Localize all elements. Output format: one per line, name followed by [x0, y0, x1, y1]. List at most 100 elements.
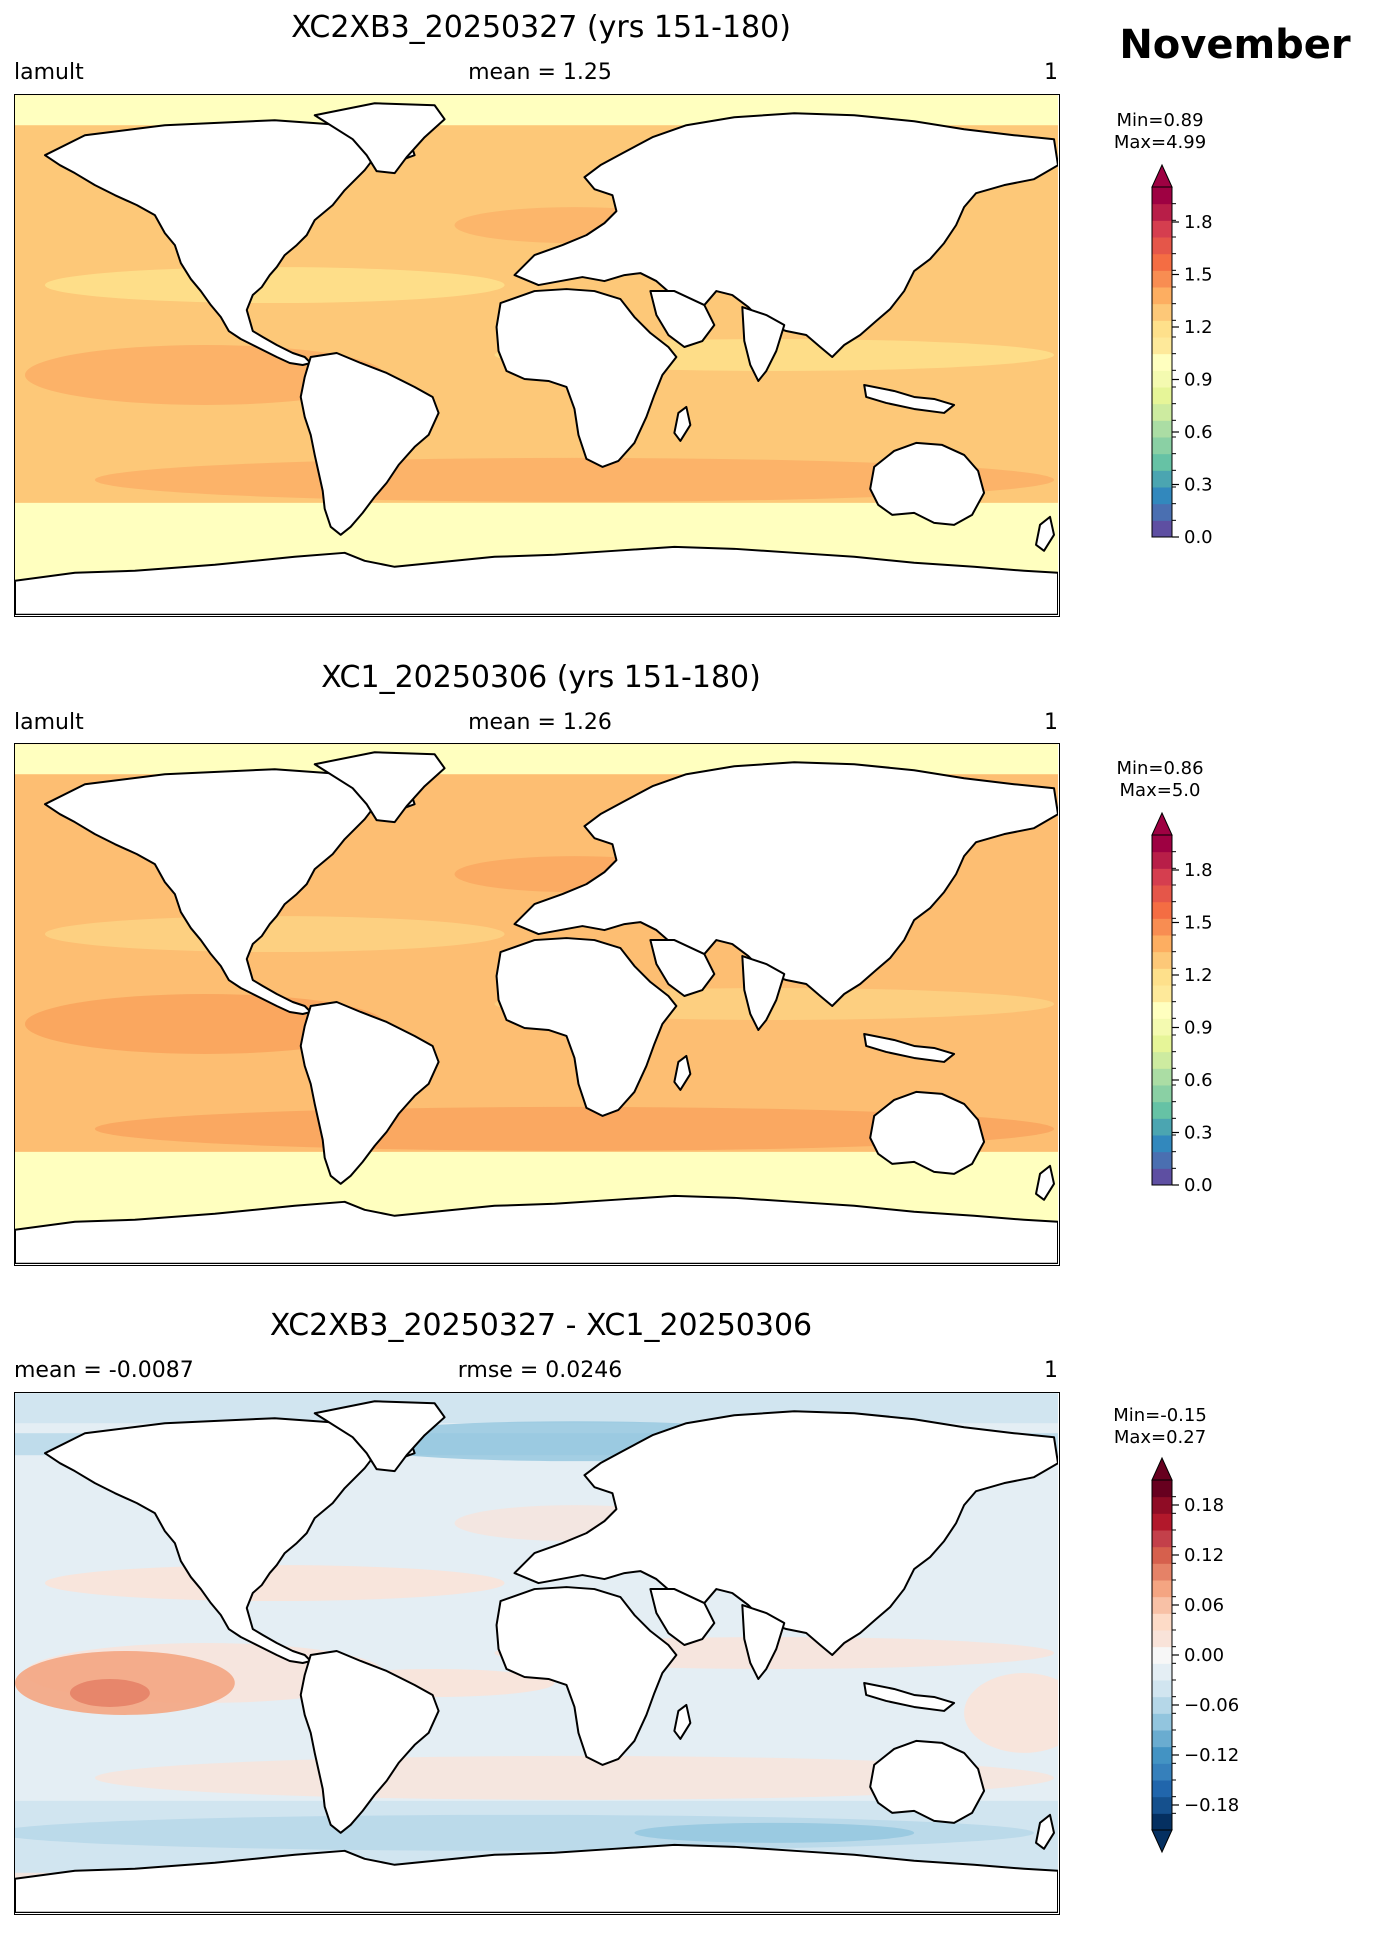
colorbar-segment — [1152, 1713, 1172, 1731]
colorbar-segment — [1152, 1001, 1172, 1019]
colorbar-segment — [1152, 303, 1172, 321]
landmass-south-america — [299, 1001, 440, 1185]
colorbar-extend-max — [1151, 1456, 1173, 1481]
colorbar-tick-label: 0.3 — [1184, 1123, 1213, 1144]
colorbar-segment — [1152, 1085, 1172, 1103]
colorbar-segment — [1152, 1630, 1172, 1648]
colorbar-segment — [1152, 370, 1172, 388]
landmass-new-zealand — [1035, 515, 1056, 552]
colorbar-extend-max — [1151, 811, 1173, 836]
colorbar-tick-label: 0.12 — [1184, 1545, 1224, 1566]
colorbar-segment — [1152, 1746, 1172, 1764]
colorbar-segment — [1152, 851, 1172, 869]
colorbar-max-label: Max=4.99 — [1113, 132, 1207, 153]
panel-center-label: mean = 1.25 — [468, 60, 612, 85]
colorbar-segment — [1152, 835, 1172, 853]
landmass-arabia — [649, 939, 716, 998]
colorbar-segment — [1152, 1530, 1172, 1548]
colorbar-tick-label: 1.2 — [1184, 317, 1213, 338]
colorbar-tick-label: 0.0 — [1184, 1175, 1213, 1196]
landmass-antarctica — [15, 1194, 1058, 1264]
colorbar-segment — [1152, 187, 1172, 205]
colorbar-segment — [1152, 1118, 1172, 1136]
colorbar-segment — [1152, 1796, 1172, 1814]
colorbar-segment — [1152, 1563, 1172, 1581]
colorbar-segment — [1152, 1813, 1172, 1831]
colorbar: 0.0 0.3 0.6 0.9 1.2 1.5 1.8 — [1150, 163, 1270, 565]
landmass-greenland — [313, 102, 446, 175]
panel-left-label: mean = -0.0087 — [14, 1358, 194, 1383]
landmass-new-zealand — [1035, 1813, 1056, 1850]
colorbar-segment — [1152, 1135, 1172, 1153]
colorbar-segment — [1152, 487, 1172, 505]
map-frame — [14, 94, 1060, 617]
colorbar-tick-label: 1.8 — [1184, 212, 1213, 233]
colorbar-tick-label: 0.3 — [1184, 475, 1213, 496]
colorbar-segment — [1152, 220, 1172, 238]
colorbar-segment — [1152, 951, 1172, 969]
colorbar: 0.0 0.3 0.6 0.9 1.2 1.5 1.8 — [1150, 811, 1270, 1213]
landmass-india — [741, 306, 786, 382]
colorbar-segment — [1152, 1035, 1172, 1053]
panel-center-label: rmse = 0.0246 — [457, 1358, 623, 1383]
colorbar-segment — [1152, 503, 1172, 521]
colorbar-segment — [1152, 1763, 1172, 1781]
landmass-australia — [869, 1739, 986, 1824]
landmass-africa — [495, 937, 678, 1117]
landmass-greenland — [313, 751, 446, 824]
colorbar-segment — [1152, 320, 1172, 338]
colorbar-segment — [1152, 253, 1172, 271]
landmass-south-america — [299, 352, 440, 536]
colorbar-segment — [1152, 1680, 1172, 1698]
colorbar-segment — [1152, 968, 1172, 986]
world-map — [15, 95, 1058, 615]
panel-right-label: 1 — [1044, 1358, 1058, 1383]
colorbar-tick-label: 0.00 — [1184, 1645, 1224, 1666]
colorbar-segment — [1152, 1613, 1172, 1631]
landmass-madagascar — [673, 1703, 692, 1740]
colorbar-segment — [1152, 1496, 1172, 1514]
colorbar-segment — [1152, 1051, 1172, 1069]
colorbar-segment — [1152, 935, 1172, 953]
colorbar-segment — [1152, 1696, 1172, 1714]
colorbar-segment — [1152, 237, 1172, 255]
landmass-australia — [869, 1090, 986, 1175]
colorbar-segment — [1152, 1596, 1172, 1614]
colorbar-segment — [1152, 1780, 1172, 1798]
panel-title: XC1_20250306 (yrs 151-180) — [321, 660, 761, 695]
colorbar-segment — [1152, 1480, 1172, 1498]
panel-center-label: mean = 1.26 — [468, 710, 612, 735]
landmass-se-asia-islands — [863, 1032, 956, 1063]
landmass-arabia — [649, 1588, 716, 1647]
panel-title: XC2XB3_20250327 (yrs 151-180) — [291, 10, 791, 45]
colorbar-segment — [1152, 337, 1172, 355]
world-map — [15, 1393, 1058, 1913]
landmass-madagascar — [673, 1054, 692, 1091]
colorbar-segment — [1152, 420, 1172, 438]
colorbar-segment — [1152, 1018, 1172, 1036]
land-layer — [15, 1400, 1058, 1913]
colorbar-tick-label: 1.8 — [1184, 860, 1213, 881]
colorbar-min-label: Min=0.86 — [1116, 758, 1204, 779]
colorbar-segment — [1152, 203, 1172, 221]
colorbar-segment — [1152, 437, 1172, 455]
landmass-india — [741, 1604, 786, 1680]
colorbar-segment — [1152, 1646, 1172, 1664]
month-label: November — [1119, 22, 1351, 68]
colorbar: −0.18 −0.12 −0.06 0.00 0.06 0.12 0.18 — [1150, 1456, 1270, 1858]
colorbar-tick-label: 0.9 — [1184, 370, 1213, 391]
landmass-antarctica — [15, 545, 1058, 615]
landmass-arabia — [649, 290, 716, 349]
colorbar-segment — [1152, 1068, 1172, 1086]
panel-left-label: lamult — [14, 60, 84, 85]
colorbar-extend-min — [1151, 1829, 1173, 1854]
landmass-se-asia-islands — [863, 1681, 956, 1712]
colorbar-tick-label: 0.0 — [1184, 527, 1213, 548]
colorbar-tick-label: 0.06 — [1184, 1595, 1224, 1616]
land-layer — [15, 102, 1058, 615]
colorbar-segment — [1152, 470, 1172, 488]
colorbar-max-label: Max=0.27 — [1113, 1427, 1207, 1448]
colorbar-tick-label: −0.06 — [1184, 1695, 1239, 1716]
landmass-madagascar — [673, 405, 692, 442]
colorbar-segment — [1152, 387, 1172, 405]
